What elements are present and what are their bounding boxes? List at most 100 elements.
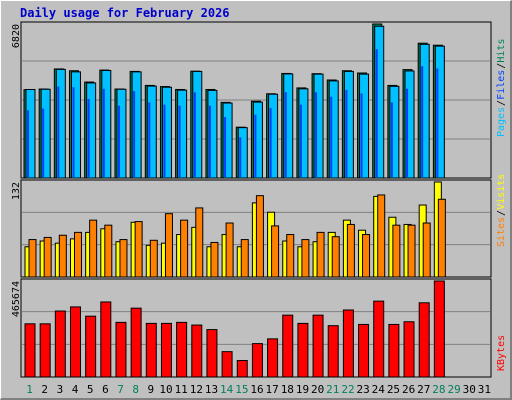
x-tick-label: 29 — [447, 383, 460, 396]
legend-sites: Sites — [496, 217, 507, 247]
pages-bar — [161, 86, 172, 179]
pages-bar — [192, 70, 203, 179]
kbytes-bar — [373, 300, 385, 378]
x-tick-label: 15 — [235, 383, 248, 396]
pages-bar — [404, 70, 415, 179]
legend-separator: / — [496, 210, 507, 216]
kbytes-bar — [100, 301, 112, 378]
sites-bar — [210, 241, 219, 278]
kbytes-bar — [69, 306, 81, 378]
pages-bar — [328, 80, 339, 179]
kbytes-bar — [115, 321, 127, 378]
x-tick-label: 26 — [402, 383, 415, 396]
pages-bar — [222, 102, 233, 179]
kbytes-bar — [327, 325, 339, 378]
pages-bar — [374, 25, 385, 179]
legend-files: Files — [496, 70, 507, 100]
x-tick-label: 16 — [250, 383, 263, 396]
x-tick-label: 2 — [41, 383, 48, 396]
sites-bar — [437, 198, 446, 278]
pages-bar — [55, 68, 66, 179]
sites-bar — [346, 223, 355, 278]
x-tick-label: 13 — [205, 383, 218, 396]
x-tick-label: 25 — [387, 383, 400, 396]
pages-bar — [116, 88, 127, 179]
kbytes-bar — [418, 302, 430, 378]
x-tick-label: 6 — [102, 383, 109, 396]
x-tick-label: 19 — [296, 383, 309, 396]
pages-bar — [419, 43, 430, 179]
y-axis-max-label: 465674 — [11, 281, 22, 317]
sites-bar — [43, 236, 52, 278]
kbytes-bar — [403, 321, 415, 378]
pages-bar — [343, 70, 354, 179]
chart-title: Daily usage for February 2026 — [20, 6, 230, 20]
x-tick-label: 12 — [190, 383, 203, 396]
kbytes-bar — [24, 323, 36, 378]
kbytes-bar — [191, 324, 203, 378]
kbytes-bar — [433, 280, 445, 378]
sites-bar — [225, 222, 234, 278]
x-tick-label: 27 — [417, 383, 430, 396]
x-tick-label: 31 — [478, 383, 491, 396]
pages-bar — [25, 88, 36, 179]
pages-bar — [177, 89, 188, 179]
x-tick-label: 17 — [266, 383, 279, 396]
kbytes-bar — [54, 310, 66, 378]
pages-bar — [389, 85, 400, 179]
x-tick-label: 7 — [117, 383, 124, 396]
x-tick-label: 30 — [463, 383, 476, 396]
x-tick-label: 3 — [57, 383, 64, 396]
legend-hits: Hits — [496, 39, 507, 63]
sites-bar — [331, 236, 340, 278]
pages-bar — [252, 101, 263, 179]
kbytes-bar — [282, 314, 294, 378]
kbytes-bar — [221, 351, 233, 378]
sites-bar — [164, 213, 173, 278]
kbytes-bar — [206, 329, 218, 378]
legend-separator: / — [496, 63, 507, 69]
kbytes-bar — [145, 322, 157, 378]
sites-bar — [301, 239, 310, 278]
x-tick-label: 10 — [159, 383, 172, 396]
x-tick-label: 9 — [148, 383, 155, 396]
legend-kbytes: KBytes — [496, 335, 507, 371]
kbytes-bar — [39, 323, 51, 378]
sites-bar — [180, 219, 189, 278]
sites-bar — [316, 231, 325, 278]
x-tick-label: 20 — [311, 383, 324, 396]
x-tick-label: 21 — [326, 383, 339, 396]
sites-bar — [362, 234, 371, 278]
kbytes-bar — [251, 343, 263, 378]
kbytes-bar — [236, 360, 248, 378]
sites-bar — [134, 221, 143, 278]
kbytes-bar — [267, 338, 279, 378]
sites-bar — [104, 224, 113, 278]
x-tick-label: 24 — [372, 383, 386, 396]
pages-bar — [86, 82, 97, 179]
sites-bar — [119, 239, 128, 278]
sites-bar — [240, 239, 249, 278]
pages-bar — [40, 88, 51, 179]
pages-bar — [131, 71, 142, 179]
x-tick-label: 18 — [281, 383, 294, 396]
sites-bar — [195, 207, 204, 278]
x-tick-label: 23 — [357, 383, 370, 396]
legend-pages: Pages — [496, 107, 507, 137]
kbytes-bar — [312, 314, 324, 378]
legend-visits: Visits — [496, 174, 507, 210]
pages-bar — [101, 70, 112, 179]
x-tick-label: 5 — [87, 383, 94, 396]
sites-bar — [28, 239, 37, 278]
pages-bar — [298, 88, 309, 179]
x-tick-label: 8 — [132, 383, 139, 396]
kbytes-bar — [85, 315, 97, 378]
pages-bar — [359, 73, 370, 179]
sites-bar — [149, 239, 158, 278]
sites-bar — [377, 194, 386, 278]
sites-bar — [58, 234, 67, 278]
kbytes-bar — [130, 307, 142, 378]
x-tick-label: 14 — [220, 383, 234, 396]
x-tick-label: 28 — [432, 383, 445, 396]
